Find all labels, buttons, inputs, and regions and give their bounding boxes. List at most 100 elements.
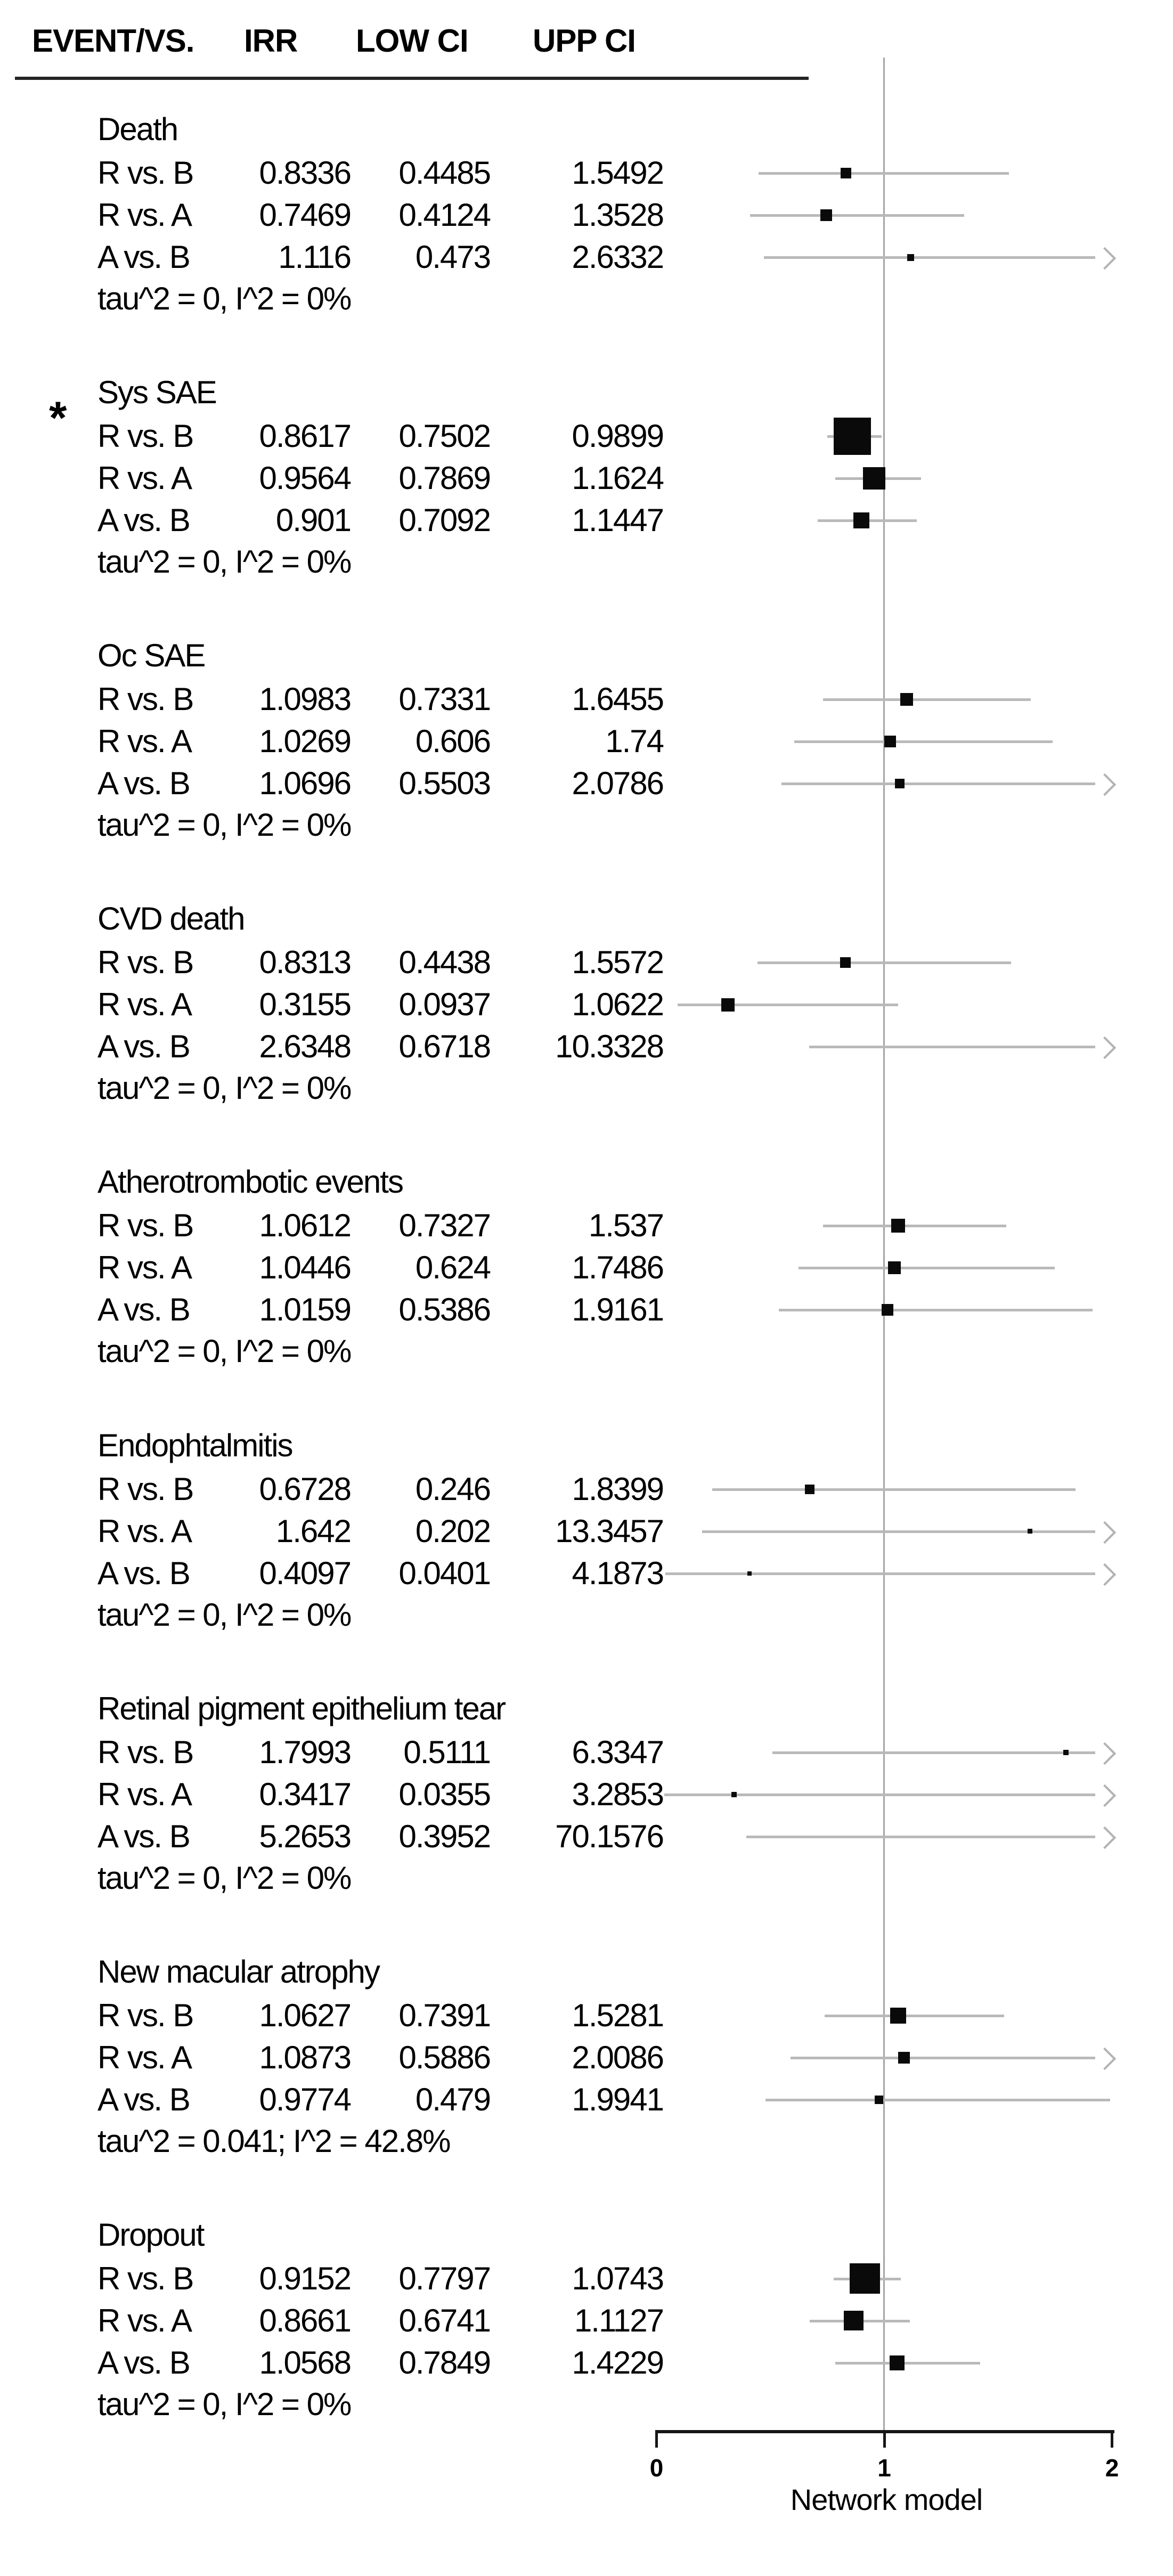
row-label: R vs. B: [97, 1734, 194, 1770]
irr-square: [804, 1484, 814, 1494]
row-label: R vs. B: [97, 1997, 194, 2033]
irr-value: 0.3155: [259, 987, 352, 1023]
irr-value: 1.0873: [259, 2039, 352, 2075]
irr-square: [891, 1219, 905, 1233]
low-ci-value: 0.0401: [398, 1555, 491, 1591]
arrow-right-icon: [1093, 247, 1117, 270]
ci-line: [823, 698, 1031, 702]
low-ci-value: 0.202: [415, 1513, 491, 1549]
low-ci-value: 0.6741: [398, 2302, 491, 2338]
row-label: A vs. B: [97, 2344, 191, 2381]
irr-square: [1028, 1529, 1033, 1534]
row-label: R vs. B: [97, 1208, 194, 1244]
irr-value: 1.0627: [259, 1997, 352, 2033]
ci-line: [757, 961, 1011, 965]
irr-value: 0.3417: [259, 1776, 352, 1812]
low-ci-value: 0.4438: [398, 944, 491, 981]
x-axis-tick-label: 1: [877, 2454, 891, 2482]
irr-square: [731, 1791, 737, 1797]
upp-ci-value: 1.1447: [572, 502, 664, 539]
upp-ci-value: 1.8399: [572, 1471, 664, 1507]
upp-ci-value: 6.3347: [572, 1734, 664, 1770]
low-ci-value: 0.5503: [398, 765, 491, 802]
heterogeneity-note: tau^2 = 0, I^2 = 0%: [97, 807, 352, 843]
row-label: A vs. B: [97, 2081, 191, 2117]
x-axis-tick-label: 0: [649, 2454, 664, 2482]
low-ci-value: 0.0355: [398, 1776, 491, 1812]
irr-square: [882, 1304, 894, 1316]
section-title: Oc SAE: [97, 638, 206, 674]
row-label: R vs. A: [97, 460, 192, 496]
irr-square: [862, 467, 885, 490]
upp-ci-value: 1.5572: [572, 944, 664, 981]
arrow-right-icon: [1093, 1037, 1117, 1059]
irr-value: 0.4097: [259, 1555, 352, 1591]
irr-square: [1063, 1749, 1069, 1755]
upp-ci-value: 2.0786: [572, 765, 664, 802]
row-label: R vs. A: [97, 1513, 192, 1549]
column-header-irr: IRR: [244, 23, 298, 59]
upp-ci-value: 10.3328: [555, 1029, 664, 1065]
upp-ci-value: 1.4229: [572, 2344, 664, 2381]
low-ci-value: 0.4485: [398, 155, 491, 191]
irr-value: 0.8336: [259, 155, 352, 191]
irr-value: 0.9774: [259, 2081, 352, 2117]
irr-square: [889, 2355, 905, 2370]
irr-value: 5.2653: [259, 1818, 352, 1854]
irr-value: 0.9152: [259, 2260, 352, 2296]
irr-square: [895, 779, 905, 789]
row-label: A vs. B: [97, 1029, 191, 1065]
irr-square: [840, 957, 851, 968]
low-ci-value: 0.7391: [398, 1997, 491, 2033]
heterogeneity-note: tau^2 = 0.041; I^2 = 42.8%: [97, 2123, 451, 2159]
irr-square: [874, 2095, 883, 2104]
heterogeneity-note: tau^2 = 0, I^2 = 0%: [97, 1070, 352, 1106]
irr-square: [843, 2311, 864, 2331]
low-ci-value: 0.606: [415, 723, 491, 760]
column-header-upp-ci: UPP CI: [533, 23, 636, 59]
low-ci-value: 0.624: [415, 1250, 491, 1286]
row-label: R vs. A: [97, 2302, 192, 2338]
irr-square: [820, 209, 833, 221]
row-label: A vs. B: [97, 1292, 191, 1328]
row-label: A vs. B: [97, 1555, 191, 1591]
row-label: R vs. A: [97, 987, 192, 1023]
irr-square: [887, 1261, 901, 1275]
row-label: R vs. B: [97, 681, 194, 718]
low-ci-value: 0.246: [415, 1471, 491, 1507]
low-ci-value: 0.5111: [403, 1734, 491, 1770]
low-ci-value: 0.7502: [398, 418, 491, 454]
irr-square: [849, 2263, 880, 2294]
irr-value: 0.8661: [259, 2302, 352, 2338]
row-label: R vs. B: [97, 155, 194, 191]
irr-value: 1.0612: [259, 1208, 352, 1244]
column-header-event: EVENT/VS.: [32, 23, 194, 59]
irr-square: [834, 418, 871, 455]
x-axis-tick: [655, 2430, 658, 2448]
arrow-right-icon: [1093, 1784, 1117, 1807]
irr-value: 1.642: [275, 1513, 352, 1549]
irr-value: 0.9564: [259, 460, 352, 496]
row-label: A vs. B: [97, 239, 191, 275]
x-axis-tick: [883, 2430, 886, 2448]
irr-value: 1.0159: [259, 1292, 352, 1328]
row-label: A vs. B: [97, 502, 191, 539]
upp-ci-value: 1.9941: [572, 2081, 664, 2117]
ci-line: [750, 214, 965, 217]
low-ci-value: 0.5386: [398, 1292, 491, 1328]
low-ci-value: 0.7869: [398, 460, 491, 496]
irr-square: [841, 168, 852, 178]
ci-line: [798, 1267, 1055, 1270]
row-label: A vs. B: [97, 765, 191, 802]
x-axis-tick: [1111, 2430, 1113, 2448]
row-label: R vs. B: [97, 418, 194, 454]
low-ci-value: 0.6718: [398, 1029, 491, 1065]
ci-line: [823, 1225, 1007, 1228]
section-title: Dropout: [97, 2216, 205, 2253]
reference-line: [883, 58, 885, 2431]
ci-line: [712, 1488, 1076, 1491]
upp-ci-value: 1.7486: [572, 1250, 664, 1286]
low-ci-value: 0.5886: [398, 2039, 491, 2075]
low-ci-value: 0.7797: [398, 2260, 491, 2296]
irr-value: 0.6728: [259, 1471, 352, 1507]
